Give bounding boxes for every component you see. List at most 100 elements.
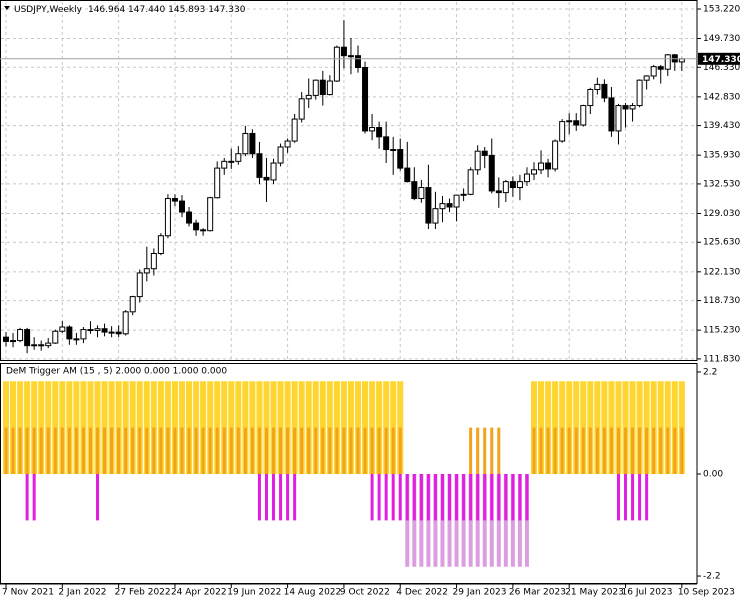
- indicator-bar: [476, 427, 480, 474]
- x-tick-label: 10 Sep 2023: [678, 588, 735, 598]
- candle-body: [488, 154, 495, 192]
- indicator-bar: [609, 427, 613, 474]
- symbol: USDJPY,Weekly: [14, 5, 83, 15]
- indicator-bar: [594, 381, 601, 474]
- title-arrow: [4, 6, 10, 10]
- indicator-bar: [347, 381, 354, 474]
- indicator-bar: [377, 427, 381, 474]
- indicator-bar: [483, 427, 487, 474]
- indicator-bar: [250, 427, 254, 474]
- indicator-bar: [117, 427, 121, 474]
- indicator-bar: [553, 427, 557, 474]
- indicator-bar: [25, 474, 29, 521]
- indicator-bar: [159, 427, 163, 474]
- indicator-bar: [214, 381, 221, 474]
- candle-body: [24, 329, 31, 347]
- x-tick-label: 21 May 2023: [565, 588, 624, 598]
- candle-body: [263, 176, 270, 181]
- indicator-bar: [129, 381, 136, 474]
- indicator-bar: [455, 474, 459, 521]
- candle-body: [186, 211, 193, 224]
- indicator-bar: [483, 474, 487, 521]
- indicator-bar: [152, 427, 156, 474]
- indicator-bar: [645, 474, 649, 521]
- indicator-bar: [531, 381, 537, 474]
- indicator-bar: [616, 474, 620, 521]
- x-tick-label: 24 Apr 2022: [171, 588, 227, 598]
- candle-body: [143, 268, 150, 274]
- indicator-bar: [264, 474, 268, 521]
- y-tick-label: 132.530: [703, 179, 740, 189]
- candle-body: [94, 328, 101, 331]
- indicator-bar: [645, 427, 649, 474]
- indicator-bar: [448, 474, 452, 521]
- indicator-bar: [574, 427, 578, 474]
- indicator-bar: [200, 381, 207, 474]
- indicator-bar: [171, 381, 178, 474]
- indicator-bar: [150, 381, 157, 474]
- y-tick-label: 2.2: [703, 367, 717, 377]
- candle-body: [636, 79, 643, 107]
- y-tick-label: 149.730: [703, 34, 740, 44]
- candle-body: [214, 167, 221, 199]
- candle-body: [38, 344, 45, 347]
- candle-body: [418, 187, 425, 200]
- indicator-bar: [11, 427, 15, 474]
- candle-body: [3, 336, 9, 342]
- indicator-bar: [426, 474, 430, 521]
- indicator-bar: [588, 427, 592, 474]
- indicator-bar: [419, 474, 423, 521]
- candle-body: [587, 88, 594, 107]
- y-tick-label: 111.830: [703, 354, 740, 364]
- x-tick-label: 26 Mar 2023: [509, 588, 566, 598]
- indicator-bar: [314, 427, 318, 474]
- indicator-bar: [608, 381, 615, 474]
- indicator-bar: [391, 474, 395, 521]
- candle-body: [411, 181, 418, 200]
- indicator-bar: [546, 427, 550, 474]
- candle-body: [397, 149, 404, 169]
- indicator-bar: [671, 381, 678, 474]
- candle-body: [594, 83, 601, 90]
- indicator-bar: [384, 474, 388, 521]
- indicator-bar: [96, 427, 100, 474]
- candle-body: [509, 181, 516, 189]
- candle-body: [545, 162, 552, 170]
- indicator-bar: [532, 427, 536, 474]
- indicator-bar: [476, 474, 480, 521]
- indicator-bar: [108, 381, 115, 474]
- candle-body: [516, 181, 523, 189]
- candle-body: [193, 222, 200, 231]
- indicator-bar: [131, 427, 135, 474]
- candle-body: [157, 235, 164, 254]
- indicator-bar: [277, 381, 284, 474]
- indicator-bar: [300, 427, 304, 474]
- indicator-bar: [511, 474, 515, 521]
- candle-body: [207, 197, 214, 232]
- indicator-bar: [636, 381, 643, 474]
- indicator-bar: [497, 427, 501, 474]
- candle-body: [200, 229, 207, 232]
- candle-body: [10, 340, 17, 343]
- indicator-bar: [504, 474, 508, 521]
- indicator-bar: [370, 474, 374, 521]
- candle-body: [150, 252, 157, 270]
- candle-body: [347, 55, 354, 58]
- indicator-bar: [96, 474, 100, 521]
- indicator-bar: [376, 381, 383, 474]
- indicator-bar: [383, 381, 390, 474]
- candle-body: [242, 132, 249, 155]
- indicator-bar: [193, 381, 200, 474]
- candle-body: [622, 105, 629, 110]
- candle-body: [531, 169, 537, 175]
- candle-body: [460, 193, 467, 196]
- candle-body: [277, 146, 284, 164]
- candle-body: [425, 187, 432, 224]
- indicator-bar: [312, 381, 319, 474]
- indicator-bar: [391, 427, 395, 474]
- candle-body: [601, 83, 608, 99]
- indicator-bar: [272, 474, 276, 521]
- candle-body: [228, 160, 235, 163]
- y-tick-label: 153.220: [703, 5, 740, 15]
- candle-body: [66, 326, 73, 340]
